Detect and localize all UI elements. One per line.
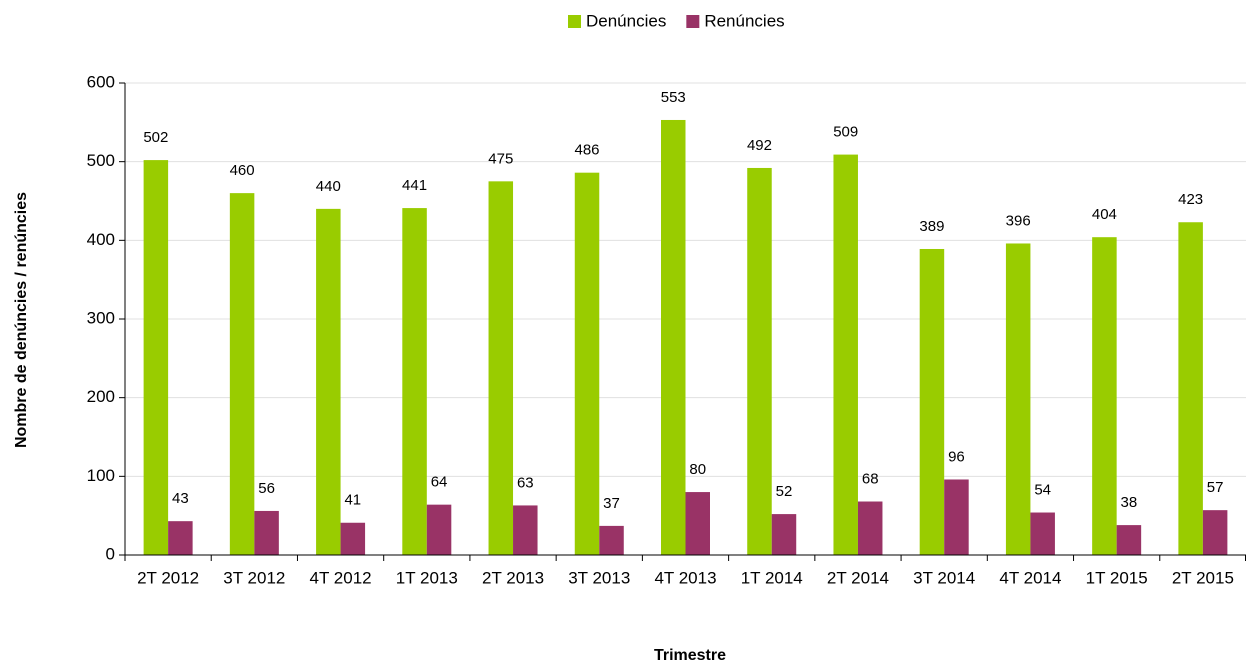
value-label: 492 — [747, 137, 772, 154]
bar — [1202, 510, 1228, 555]
value-label: 54 — [1034, 481, 1051, 498]
value-label: 57 — [1207, 479, 1224, 496]
x-tick-label: 1T 2014 — [741, 568, 803, 587]
legend-label: Denúncies — [586, 11, 666, 30]
bar — [254, 510, 279, 555]
x-tick-label: 3T 2013 — [568, 568, 630, 587]
value-label: 52 — [776, 483, 793, 500]
value-label: 460 — [230, 162, 255, 179]
x-tick-label: 2T 2013 — [482, 568, 544, 587]
bar — [833, 154, 858, 555]
y-tick-label: 300 — [87, 308, 115, 327]
bar — [316, 208, 341, 555]
x-tick-label: 2T 2012 — [137, 568, 199, 587]
bar — [426, 504, 452, 555]
bar — [488, 181, 514, 556]
y-axis-title: Nombre de denúncies / renúncies — [13, 192, 30, 448]
value-label: 38 — [1121, 494, 1138, 511]
bar — [857, 501, 883, 555]
bar — [661, 119, 686, 556]
bar — [1116, 525, 1142, 555]
x-tick-label: 4T 2014 — [999, 568, 1061, 587]
bar — [599, 525, 624, 555]
bar — [402, 208, 427, 555]
legend-label: Renúncies — [704, 11, 784, 30]
x-tick-label: 3T 2014 — [913, 568, 975, 587]
value-label: 486 — [575, 142, 600, 159]
bar — [229, 193, 255, 555]
bar — [340, 522, 366, 555]
value-label: 389 — [919, 218, 944, 235]
x-tick-label: 1T 2015 — [1086, 568, 1148, 587]
value-label: 80 — [689, 461, 706, 478]
value-label: 64 — [431, 474, 448, 491]
legend-swatch — [686, 15, 700, 28]
y-tick-label: 400 — [87, 230, 115, 249]
bar — [685, 492, 710, 555]
bar — [143, 160, 169, 556]
y-tick-label: 600 — [87, 72, 115, 91]
y-tick-label: 0 — [106, 544, 115, 563]
value-label: 37 — [603, 495, 620, 512]
y-tick-label: 100 — [87, 466, 115, 485]
value-label: 43 — [172, 490, 189, 507]
bar — [771, 514, 797, 555]
bar — [1178, 222, 1203, 556]
value-label: 441 — [402, 177, 427, 194]
x-axis-title: Trimestre — [654, 647, 726, 664]
value-label: 41 — [344, 492, 361, 509]
bar — [919, 248, 945, 555]
bar — [1092, 237, 1117, 556]
value-label: 63 — [517, 474, 534, 491]
x-tick-label: 4T 2012 — [310, 568, 372, 587]
bar — [747, 167, 772, 555]
bar — [1005, 243, 1031, 556]
value-label: 502 — [143, 129, 168, 146]
value-label: 423 — [1178, 191, 1203, 208]
value-label: 404 — [1092, 206, 1117, 223]
value-label: 96 — [948, 448, 965, 465]
x-tick-label: 3T 2012 — [223, 568, 285, 587]
value-label: 475 — [488, 150, 513, 167]
value-label: 56 — [258, 480, 275, 497]
x-tick-label: 4T 2013 — [654, 568, 716, 587]
bar — [513, 505, 538, 555]
value-label: 396 — [1006, 212, 1031, 229]
y-tick-label: 200 — [87, 387, 115, 406]
legend-swatch — [568, 15, 581, 28]
bar — [574, 172, 600, 555]
bar — [944, 479, 969, 555]
value-label: 509 — [833, 124, 858, 141]
bar — [1030, 512, 1055, 555]
x-tick-label: 2T 2014 — [827, 568, 889, 587]
y-tick-label: 500 — [87, 151, 115, 170]
x-tick-label: 1T 2013 — [396, 568, 458, 587]
value-label: 68 — [862, 470, 879, 487]
bar — [168, 521, 193, 555]
value-label: 440 — [316, 178, 341, 195]
value-label: 553 — [661, 89, 686, 106]
x-tick-label: 2T 2015 — [1172, 568, 1234, 587]
